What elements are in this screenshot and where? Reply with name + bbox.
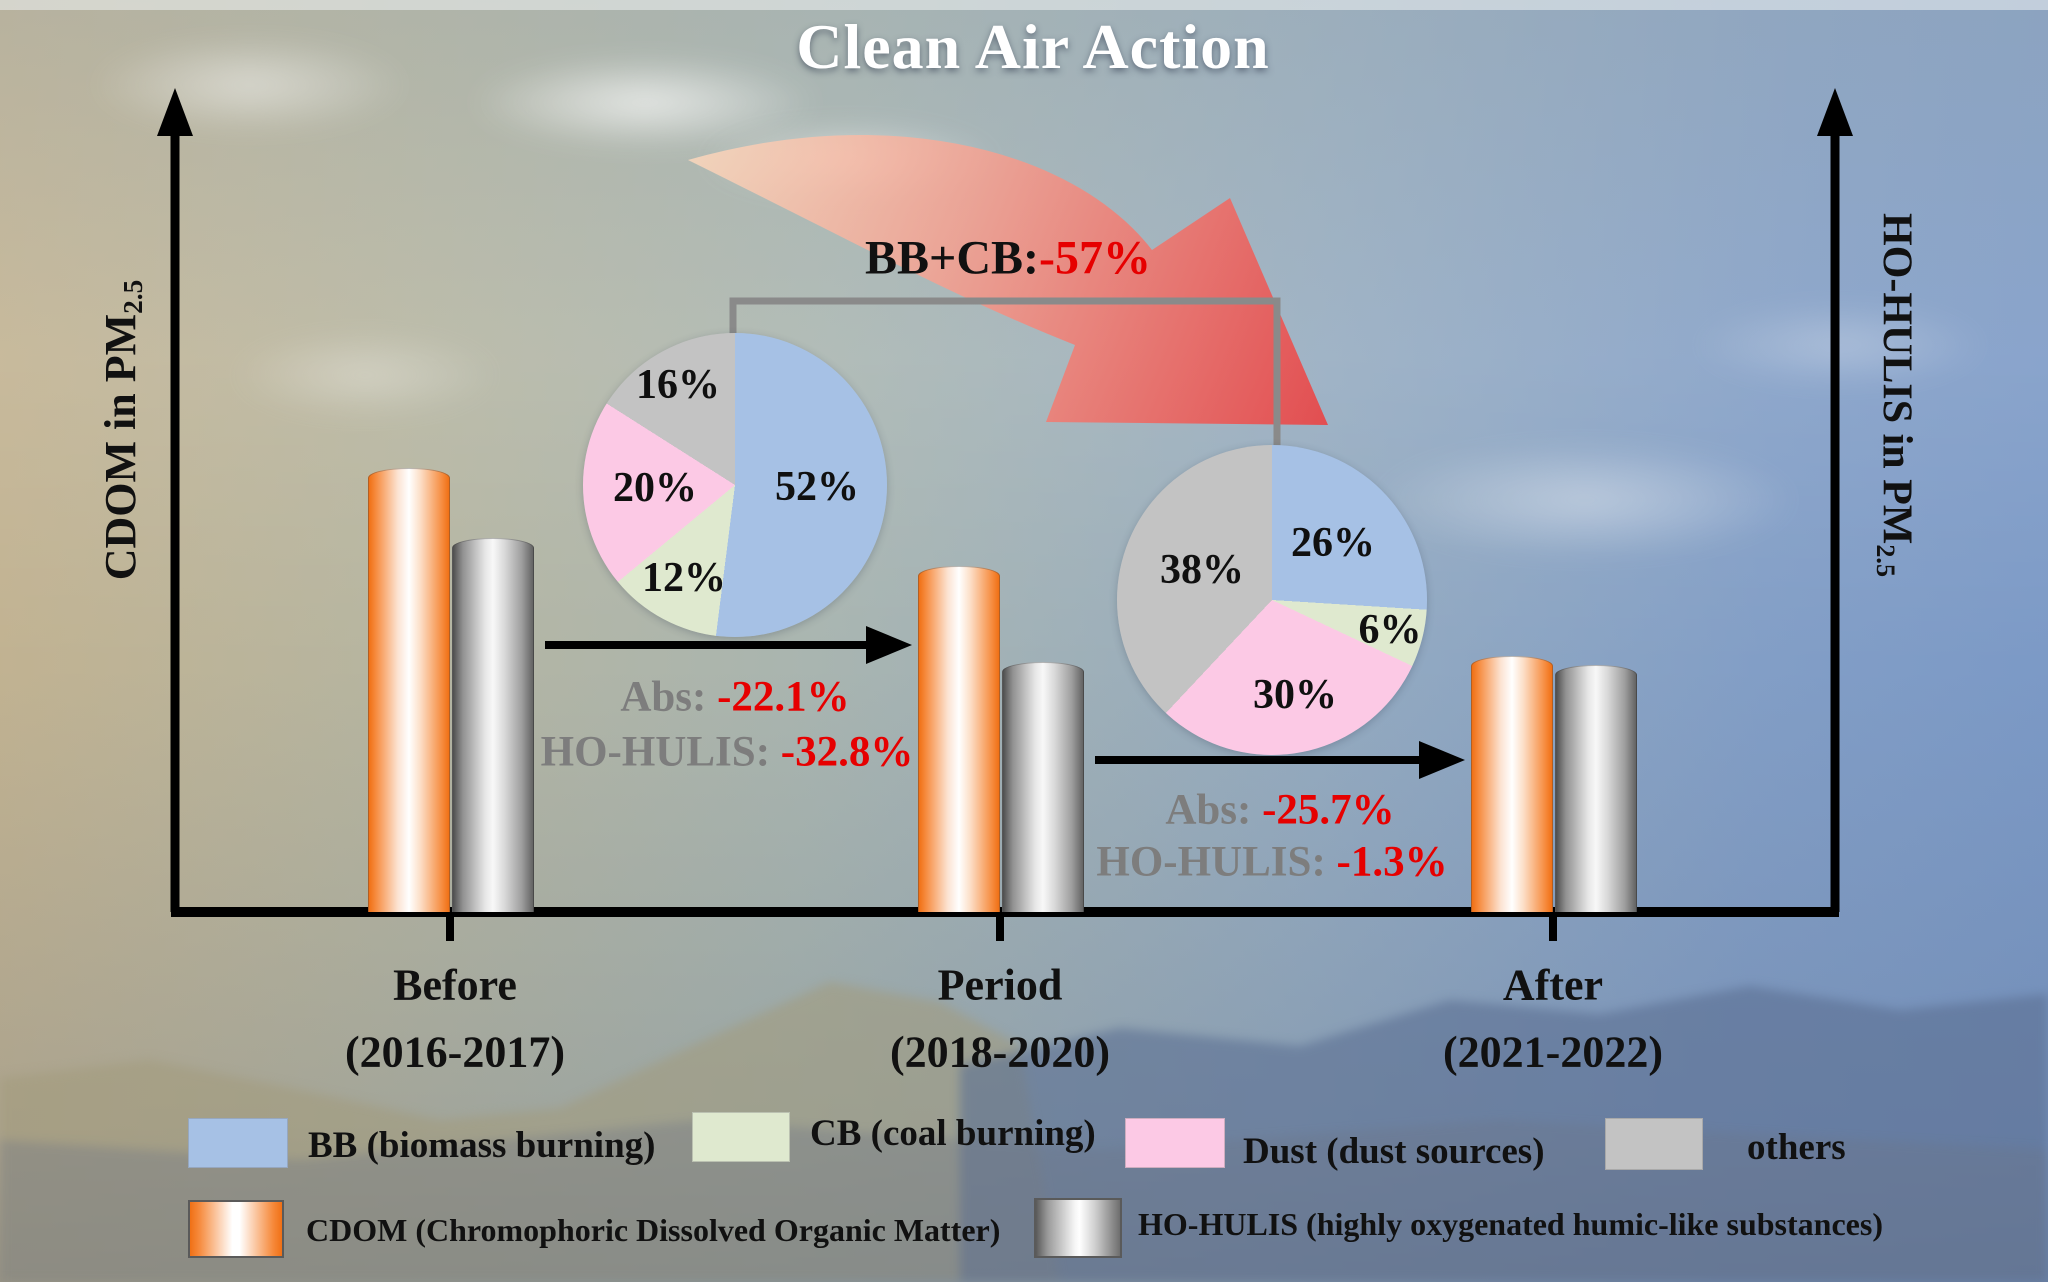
x-label-before-line1: Before [393, 960, 517, 1010]
pie-slice-label-cb: 6% [1358, 607, 1422, 653]
bb-cb-annotation: BB+CB:-57% [865, 231, 1151, 286]
bar-cdom-before [368, 468, 450, 912]
left-y-axis-arrowhead [157, 88, 193, 136]
annotation-hulis-change-1: HO-HULIS: -32.8% [541, 728, 914, 777]
hulis-label: HO-HULIS: [1096, 838, 1326, 886]
bb-cb-annotation-label: BB+CB: [864, 231, 1040, 285]
pie-slice-label-dust: 30% [1253, 672, 1337, 718]
abs-label: Abs: [620, 673, 707, 721]
cloud [230, 330, 500, 420]
cloud [1690, 300, 1990, 390]
legend-swatch-cdom [188, 1200, 284, 1258]
pie-slice-label-bb: 52% [775, 464, 859, 510]
legend-swatch-cb [692, 1112, 790, 1162]
hulis-label: HO-HULIS: [540, 728, 771, 776]
right-y-axis-arrowhead [1817, 88, 1853, 136]
pie-slice-label-bb: 26% [1291, 520, 1375, 566]
legend-swatch-hulis [1034, 1198, 1122, 1258]
transition-arrow-2-head [1419, 741, 1465, 779]
bar-cdom-after [1471, 656, 1553, 912]
pie-chart-after-sources [1117, 445, 1427, 755]
bar-hulis-before [452, 538, 534, 912]
x-label-after-line1: After [1502, 960, 1604, 1010]
annotation-abs-change-2: Abs: -25.7% [1165, 786, 1394, 835]
pie-slice-label-others: 38% [1160, 547, 1244, 593]
right-axis-label: HO-HULIS in PM2.5 [1870, 213, 1921, 577]
bar-hulis-period [1002, 662, 1084, 912]
cloud [1370, 440, 1800, 560]
legend-swatch-dust [1125, 1118, 1225, 1168]
x-label-period-line1: Period [937, 960, 1063, 1010]
left-axis-label-subscript: 2.5 [117, 279, 148, 314]
legend-label-hulis: HO-HULIS (highly oxygenated humic-like s… [1138, 1206, 1883, 1242]
hulis-value: -32.8% [780, 728, 914, 776]
page-title: Clean Air Action [796, 11, 1270, 82]
bar-cdom-period [918, 566, 1000, 912]
legend-label-cb: CB (coal burning) [810, 1113, 1096, 1154]
abs-value: -25.7% [1262, 786, 1395, 834]
pie-slice-label-dust: 20% [613, 465, 697, 511]
abs-label: Abs: [1165, 786, 1252, 834]
pie-slice-label-others: 16% [636, 362, 720, 408]
legend-label-dust: Dust (dust sources) [1243, 1131, 1545, 1172]
annotation-abs-change-1: Abs: -22.1% [620, 673, 849, 722]
legend-swatch-others [1605, 1118, 1703, 1170]
bb-cb-bracket [729, 297, 1281, 448]
sky-top-light-strip [0, 0, 2048, 10]
pie-chart-before-sources [583, 333, 887, 637]
right-axis-label-subscript: 2.5 [1870, 544, 1900, 577]
bb-cb-annotation-value: -57% [1039, 231, 1152, 285]
mountain-ridge-right [960, 986, 2048, 1282]
mountain-foothills [0, 1120, 2048, 1282]
right-axis-label-text: HO-HULIS in PM [1873, 213, 1920, 545]
annotation-hulis-change-2: HO-HULIS: -1.3% [1096, 838, 1447, 887]
x-label-after-line2: (2021-2022) [1443, 1027, 1663, 1077]
hulis-value: -1.3% [1336, 838, 1448, 886]
x-label-before-line2: (2016-2017) [345, 1027, 565, 1077]
left-axis-label: CDOM in PM2.5 [95, 280, 149, 581]
legend-swatch-bb [188, 1118, 288, 1168]
bar-hulis-after [1555, 665, 1637, 912]
legend-label-others: others [1747, 1127, 1846, 1168]
red-decline-arrow [688, 134, 1328, 425]
legend-label-bb: BB (biomass burning) [308, 1125, 656, 1166]
abs-value: -22.1% [717, 673, 850, 721]
pie-slice-label-cb: 12% [642, 555, 726, 601]
transition-arrow-1-head [866, 626, 912, 664]
left-axis-label-text: CDOM in PM [96, 313, 146, 581]
x-label-period-line2: (2018-2020) [890, 1027, 1110, 1077]
legend-label-cdom: CDOM (Chromophoric Dissolved Organic Mat… [306, 1212, 1001, 1248]
cloud [90, 35, 410, 135]
